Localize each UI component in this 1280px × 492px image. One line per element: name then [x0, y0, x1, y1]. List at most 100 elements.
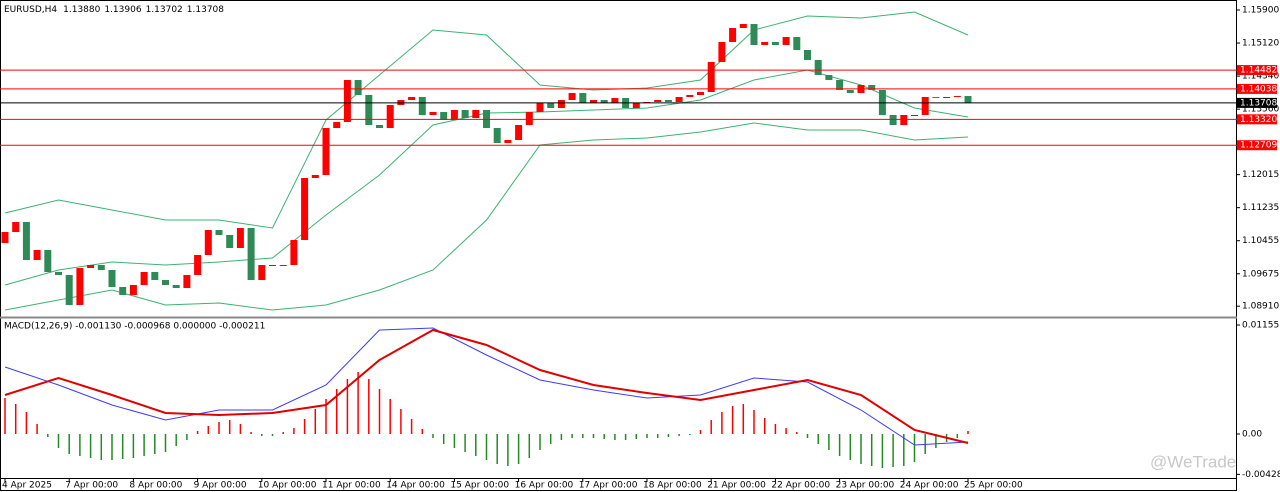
- symbol: EURUSD,H4: [4, 5, 57, 15]
- candle: [204, 230, 212, 256]
- candle: [65, 275, 73, 306]
- candle: [611, 98, 619, 104]
- macd-line: [4, 328, 969, 444]
- candle: [97, 265, 105, 271]
- candle: [87, 265, 95, 269]
- quote: 1.13906: [104, 5, 141, 15]
- candle: [343, 80, 351, 122]
- x-tick-label: 9 Apr 00:00: [194, 481, 247, 491]
- candle: [194, 255, 202, 276]
- candle: [461, 110, 469, 119]
- candle: [632, 103, 640, 109]
- band-line: [4, 122, 969, 311]
- candle: [215, 230, 223, 236]
- candle: [900, 115, 908, 126]
- level-label-box: [1237, 83, 1277, 94]
- candle: [515, 125, 523, 141]
- candle: [12, 221, 20, 232]
- quote: 1.13702: [146, 5, 183, 15]
- candle: [911, 115, 918, 117]
- quote: 1.13708: [187, 5, 224, 15]
- candle: [525, 111, 533, 126]
- candle: [172, 285, 180, 289]
- candle: [654, 100, 662, 102]
- y-tick-label: 1.10455: [1242, 236, 1279, 246]
- candle: [376, 125, 383, 129]
- y-tick-label: 1.09675: [1242, 269, 1279, 279]
- y-tick-label: 1.15900: [1242, 6, 1279, 16]
- y-tick-label: 1.14340: [1242, 72, 1279, 82]
- level-label-box: [1237, 97, 1277, 108]
- candle: [129, 285, 137, 296]
- x-tick-label: 4 Apr 2025: [2, 481, 52, 491]
- candle: [386, 105, 394, 129]
- level-label-box: [1237, 65, 1277, 76]
- candle: [290, 240, 298, 266]
- candle: [183, 275, 191, 289]
- candle: [258, 265, 266, 281]
- y-tick-label: 1.15120: [1242, 39, 1279, 49]
- band-line: [4, 69, 969, 286]
- level-label: 1.12709: [1240, 141, 1277, 151]
- y-tick-label: -0.004281: [1242, 470, 1280, 480]
- x-tick-label: 25 Apr 00:00: [964, 481, 1023, 491]
- x-tick-label: 22 Apr 00:00: [771, 481, 830, 491]
- x-tick-label: 14 Apr 00:00: [386, 481, 445, 491]
- candle: [707, 61, 715, 92]
- level-label: 1.14482: [1240, 66, 1277, 76]
- candle: [804, 50, 811, 61]
- candle: [311, 175, 319, 179]
- x-tick-label: 15 Apr 00:00: [450, 481, 509, 491]
- candle: [1, 231, 9, 244]
- candle: [279, 265, 287, 267]
- candle: [450, 110, 458, 121]
- quote: 1.13880: [63, 5, 100, 15]
- candle: [365, 95, 373, 126]
- candle: [686, 95, 694, 97]
- candle: [814, 60, 822, 76]
- candle: [269, 265, 276, 267]
- candle: [226, 235, 234, 249]
- candle: [504, 140, 512, 144]
- watermark: @WeTrade: [1150, 452, 1236, 471]
- candle: [793, 36, 801, 51]
- candle: [33, 250, 41, 261]
- candle: [440, 111, 448, 121]
- candle: [301, 178, 309, 241]
- candle: [119, 286, 127, 296]
- candle: [750, 23, 758, 46]
- candle: [921, 96, 929, 116]
- candle: [932, 96, 940, 99]
- x-tick-label: 23 Apr 00:00: [836, 481, 895, 491]
- candle: [590, 100, 597, 104]
- candle: [151, 271, 159, 281]
- x-tick-label: 11 Apr 00:00: [322, 481, 381, 491]
- candle: [718, 41, 726, 62]
- candle: [964, 96, 972, 103]
- candle: [761, 41, 769, 46]
- x-tick-label: 16 Apr 00:00: [515, 481, 574, 491]
- candle: [547, 103, 555, 109]
- level-label-box: [1237, 140, 1277, 151]
- candle: [429, 111, 437, 116]
- candle: [354, 80, 362, 96]
- candle: [472, 110, 480, 119]
- x-tick-label: 18 Apr 00:00: [643, 481, 702, 491]
- level-label: 1.13320: [1240, 115, 1277, 125]
- candle: [697, 91, 704, 96]
- candle: [22, 221, 30, 261]
- candle: [44, 250, 52, 272]
- candle: [140, 271, 148, 286]
- y-tick-label: 0.011553: [1242, 321, 1280, 331]
- candle: [568, 93, 576, 101]
- x-tick-label: 7 Apr 00:00: [65, 481, 118, 491]
- macd-line: [4, 327, 969, 446]
- candle: [836, 80, 844, 91]
- candle: [889, 115, 897, 126]
- candle: [943, 96, 951, 99]
- y-tick-label: 1.12015: [1242, 170, 1279, 180]
- candle: [782, 36, 790, 46]
- candle: [333, 121, 341, 129]
- candle: [739, 23, 747, 29]
